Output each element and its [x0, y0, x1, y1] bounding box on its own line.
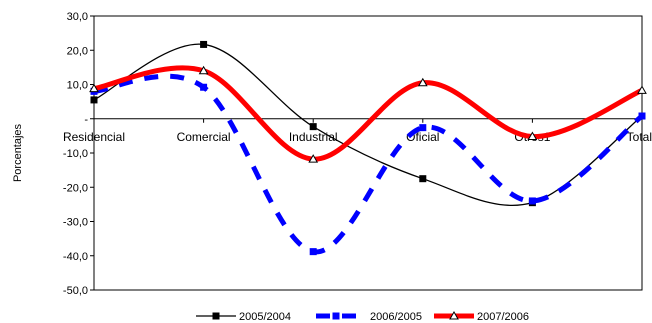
x-tick-label: Total — [627, 130, 652, 144]
legend-label: 2005/2004 — [239, 311, 291, 323]
data-point — [308, 154, 319, 163]
data-point — [638, 112, 646, 120]
data-point — [637, 85, 647, 94]
legend-label: 2007/2006 — [477, 311, 529, 323]
y-tick-label: -30,0 — [63, 217, 88, 229]
y-tick-label: 20,0 — [67, 45, 88, 57]
legend-marker — [449, 310, 459, 320]
data-point — [90, 96, 98, 104]
y-axis-label: Porcentajes — [12, 123, 24, 182]
legend-marker — [212, 312, 220, 320]
legend-label: 2006/2005 — [370, 311, 422, 323]
y-tick-label: 30,0 — [67, 11, 88, 23]
y-tick-label: - — [84, 114, 88, 126]
data-point — [89, 83, 99, 93]
data-point — [528, 197, 536, 205]
data-point — [200, 83, 208, 91]
data-point — [198, 65, 209, 75]
plot-area — [93, 15, 643, 291]
data-point — [419, 124, 427, 132]
y-axis: 30,0 20,0 10,0 - -10,0 -20,0 -30,0 -40,0 -50,0 — [63, 11, 94, 297]
data-point — [309, 248, 317, 256]
legend-marker — [332, 312, 340, 320]
data-point — [309, 123, 317, 131]
y-tick-label: -10,0 — [63, 148, 88, 160]
series-group — [89, 40, 647, 256]
data-point — [417, 77, 428, 87]
legend: 2005/2004 2006/2005 2007/2006 — [196, 310, 529, 323]
y-tick-label: 10,0 — [67, 80, 88, 92]
data-point — [419, 175, 427, 183]
y-tick-label: -20,0 — [63, 182, 88, 194]
y-tick-label: -50,0 — [63, 285, 88, 297]
x-tick-label: Residencial — [63, 130, 125, 144]
y-tick-label: -40,0 — [63, 251, 88, 263]
x-tick-label: Comercial — [177, 130, 231, 144]
series-2007-2006 — [89, 65, 647, 163]
data-point — [527, 131, 538, 141]
data-point — [200, 40, 208, 48]
